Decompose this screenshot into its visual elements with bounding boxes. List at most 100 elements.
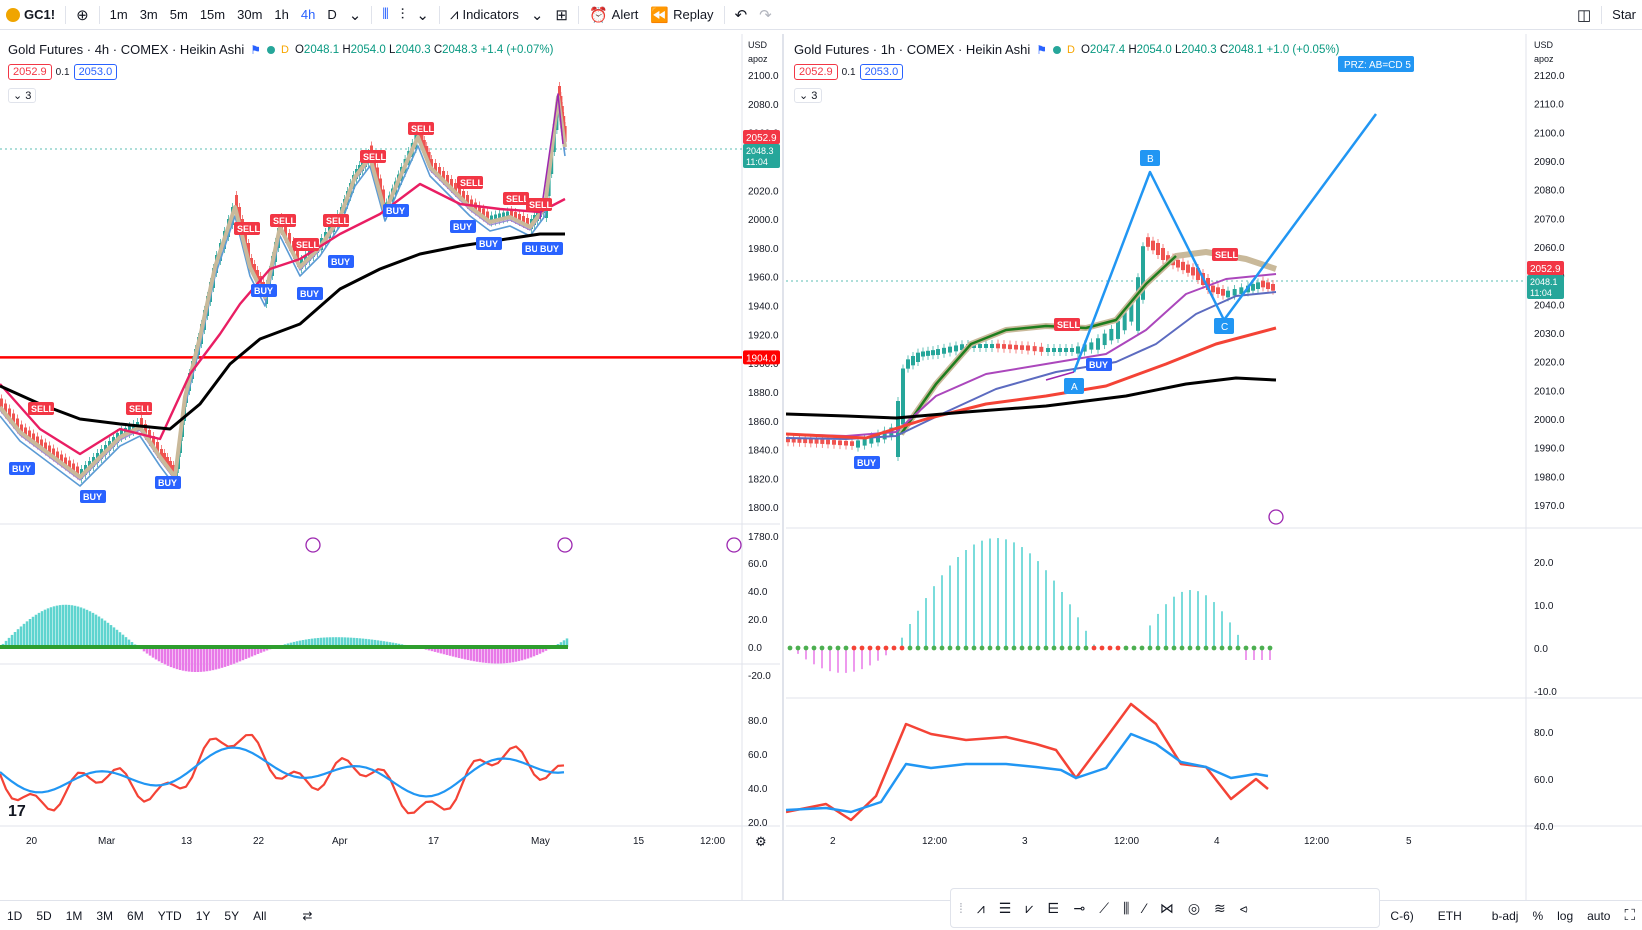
undo-icon[interactable]: ↶ bbox=[734, 6, 748, 24]
pattern-point-b-marker bbox=[1140, 150, 1160, 166]
session-label[interactable]: C-6) bbox=[1390, 908, 1414, 923]
candle-body bbox=[797, 438, 802, 443]
interval-30m[interactable]: 30m bbox=[237, 7, 263, 22]
left-chart-title[interactable]: Gold Futures · 4h · COMEX · Heikin Ashi bbox=[8, 42, 245, 57]
trend-line-icon[interactable]: ⟋ bbox=[1099, 899, 1110, 916]
fib-spiral-icon[interactable]: ◎ bbox=[1187, 899, 1201, 916]
candle-body bbox=[882, 430, 887, 440]
oscillator-dot bbox=[955, 645, 961, 651]
indicators-button[interactable]: ⩘ Indicators bbox=[444, 0, 525, 30]
candle-chart-type-icon[interactable]: ⫶ bbox=[400, 6, 405, 23]
eth-toggle[interactable]: ETH bbox=[1437, 908, 1462, 923]
ma-line-band bbox=[0, 95, 567, 479]
buy-price-button[interactable]: 2053.0 bbox=[859, 64, 904, 80]
interval-4h[interactable]: 4h bbox=[300, 7, 316, 22]
bar-chart-type-icon[interactable]: ⫴ bbox=[382, 6, 389, 23]
gann-fan-icon[interactable]: ⫼ bbox=[1123, 899, 1130, 916]
replay-button[interactable]: ⏪ Replay bbox=[644, 0, 719, 30]
last-price-tag-bg bbox=[1527, 261, 1564, 275]
candle-body bbox=[1089, 342, 1094, 350]
time-tick: 12:00 bbox=[1304, 836, 1329, 847]
price-tick: 2090.0 bbox=[1534, 157, 1565, 168]
star-label[interactable]: Star bbox=[1612, 7, 1636, 22]
buy-signal-marker bbox=[297, 287, 323, 300]
candle-body bbox=[24, 427, 27, 437]
candle-body bbox=[0, 398, 3, 410]
interval-d[interactable]: D bbox=[327, 7, 337, 22]
interval-1h[interactable]: 1h bbox=[274, 7, 289, 22]
candle-body bbox=[52, 448, 55, 458]
candle-body bbox=[32, 433, 35, 443]
buy-signal-marker bbox=[476, 237, 502, 250]
rsi-tick: 80.0 bbox=[1534, 728, 1554, 739]
panel-toggle-icon[interactable]: ◫ bbox=[1576, 6, 1592, 24]
range-5y[interactable]: 5Y bbox=[224, 908, 240, 923]
redo-icon[interactable]: ↷ bbox=[759, 6, 772, 24]
left-chart-canvas[interactable]: USDapoz2100.02080.02060.02040.02020.0200… bbox=[0, 34, 780, 900]
indicator-count: 3 bbox=[25, 90, 32, 102]
ray-icon[interactable]: ⁄ bbox=[1143, 900, 1146, 916]
separator bbox=[65, 5, 67, 24]
range-1m[interactable]: 1M bbox=[65, 908, 83, 923]
interval-1m[interactable]: 1m bbox=[109, 7, 128, 22]
oscillator-dot bbox=[1155, 645, 1161, 651]
candle-body bbox=[1181, 261, 1185, 271]
channel-icon[interactable]: ⋿ bbox=[1047, 899, 1060, 916]
oscillator-dot bbox=[1243, 645, 1249, 651]
interval-3m[interactable]: 3m bbox=[139, 7, 158, 22]
oscillator-dot bbox=[987, 645, 993, 651]
oscillator-dot bbox=[1003, 645, 1009, 651]
range-1y[interactable]: 1Y bbox=[195, 908, 211, 923]
interval-5m[interactable]: 5m bbox=[169, 7, 188, 22]
right-open: 2047.4 bbox=[1089, 43, 1126, 56]
range-3m[interactable]: 3M bbox=[96, 908, 114, 923]
right-chart-title[interactable]: Gold Futures · 1h · COMEX · Heikin Ashi bbox=[794, 42, 1031, 57]
range-all[interactable]: All bbox=[253, 908, 267, 923]
elliott-wave-icon[interactable]: ⋈ bbox=[1159, 899, 1174, 916]
symbol-search-button[interactable]: GC1! bbox=[0, 0, 61, 30]
range-ytd[interactable]: YTD bbox=[157, 908, 182, 923]
symbol-label: GC1! bbox=[24, 7, 56, 22]
range-6m[interactable]: 6M bbox=[127, 908, 144, 923]
horizontal-ray-icon[interactable]: ⊸ bbox=[1073, 899, 1086, 916]
buy-price-button[interactable]: 2053.0 bbox=[73, 64, 118, 80]
abcd-pattern-icon[interactable]: ⩗ bbox=[1025, 899, 1034, 916]
time-tick: May bbox=[531, 836, 550, 847]
sell-price-button[interactable]: 2052.9 bbox=[794, 64, 838, 80]
fib-channel-icon[interactable]: ≋ bbox=[1214, 899, 1226, 916]
right-ohlc: O2047.4 H2054.0 L2040.3 C2048.1 +1.0 (+0… bbox=[1080, 43, 1340, 56]
chevron-down-icon[interactable]: ⌄ bbox=[348, 6, 362, 24]
chart-divider[interactable] bbox=[782, 34, 784, 900]
chevron-down-icon[interactable]: ⌄ bbox=[530, 6, 544, 24]
layouts-grid-icon[interactable]: ⊞ bbox=[555, 6, 568, 24]
right-close: 2048.1 bbox=[1228, 43, 1264, 56]
interval-15m[interactable]: 15m bbox=[199, 7, 226, 22]
candle-body bbox=[1136, 277, 1140, 331]
fullscreen-icon[interactable]: ⛶ bbox=[1624, 907, 1635, 924]
range-1d[interactable]: 1D bbox=[7, 908, 23, 923]
drag-handle-icon[interactable]: ⁞ bbox=[959, 900, 963, 916]
left-collapse-button[interactable]: ⌄ 3 bbox=[8, 88, 37, 103]
plus-circle-icon[interactable]: ⊕ bbox=[76, 6, 89, 24]
right-chart-canvas[interactable]: USD apoz 2120.0 2110.0 2100.0 2090.0 2080.0 207… bbox=[786, 34, 1642, 900]
candle-body bbox=[931, 350, 935, 356]
log-toggle[interactable]: log bbox=[1557, 908, 1574, 923]
sell-signal-label: SELL bbox=[326, 216, 350, 226]
percent-toggle[interactable]: % bbox=[1532, 908, 1544, 923]
pattern-icon[interactable]: ⩘ bbox=[976, 899, 985, 916]
auto-toggle[interactable]: auto bbox=[1587, 908, 1611, 923]
chevron-down-icon[interactable]: ⌄ bbox=[416, 6, 429, 24]
ma-line-purple bbox=[786, 273, 1277, 437]
sell-price-button[interactable]: 2052.9 bbox=[8, 64, 52, 80]
alert-button[interactable]: ⏰ Alert bbox=[583, 0, 644, 30]
candle-body bbox=[72, 463, 75, 473]
fib-retracement-icon[interactable]: ☰ bbox=[998, 899, 1012, 916]
oscillator-dot bbox=[867, 645, 873, 651]
adj-toggle[interactable]: b-adj bbox=[1491, 908, 1519, 923]
date-range-icon[interactable]: ⇄ bbox=[302, 908, 313, 923]
range-5d[interactable]: 5D bbox=[36, 908, 52, 923]
oscillator-tick: 10.0 bbox=[1534, 601, 1554, 612]
pitchfork-icon[interactable]: ⪦ bbox=[1239, 899, 1248, 916]
right-collapse-button[interactable]: ⌄ 3 bbox=[794, 88, 823, 103]
buy-signal-label: BUY bbox=[254, 286, 273, 296]
